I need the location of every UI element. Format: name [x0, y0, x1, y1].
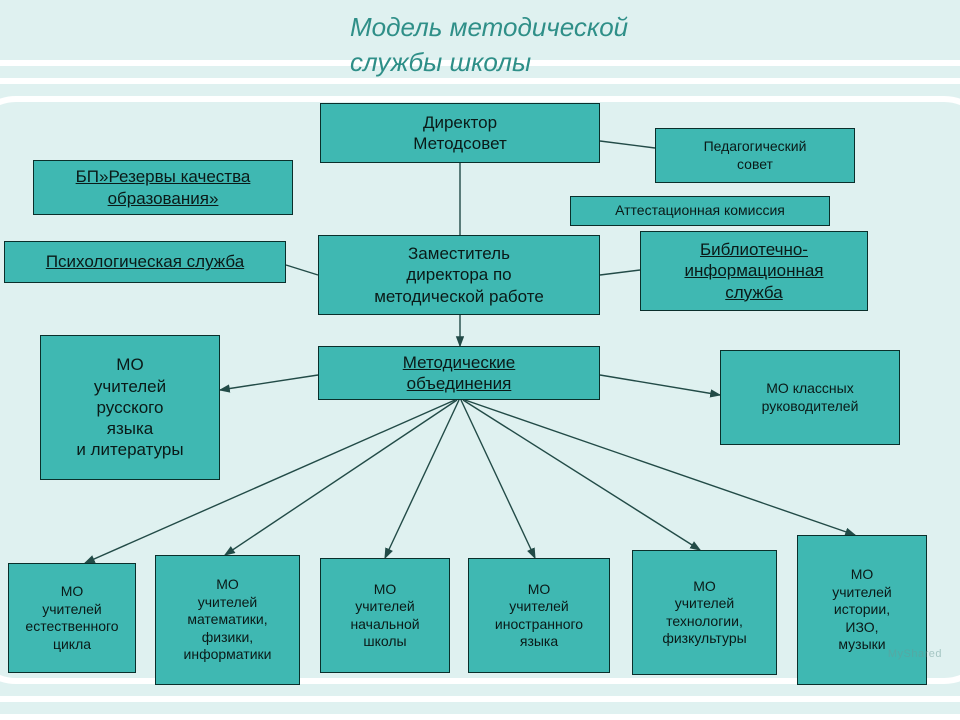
node-mo_tech: МОучителейтехнологии,физкультуры [632, 550, 777, 675]
node-mo_math: МОучителейматематики,физики,информатики [155, 555, 300, 685]
node-psych: Психологическая служба [4, 241, 286, 283]
node-mo_hist: МОучителейистории,ИЗО,музыки [797, 535, 927, 685]
node-ped_sovet: Педагогическийсовет [655, 128, 855, 183]
node-label: МОучителейрусскогоязыкаи литературы [76, 354, 183, 460]
node-label: МОучителейначальнойшколы [350, 581, 419, 651]
node-label: Методическиеобъединения [403, 352, 516, 395]
node-label: Аттестационная комиссия [615, 202, 785, 220]
node-label: Заместительдиректора пометодической рабо… [374, 243, 544, 307]
node-mo_rus: МОучителейрусскогоязыкаи литературы [40, 335, 220, 480]
node-label: Педагогическийсовет [704, 138, 807, 173]
node-label: МОучителейиностранногоязыка [495, 581, 583, 651]
title-line1: Модель методической [350, 12, 628, 42]
node-mo_ino: МОучителейиностранногоязыка [468, 558, 610, 673]
node-zam: Заместительдиректора пометодической рабо… [318, 235, 600, 315]
node-mo_est: МОучителейестественногоцикла [8, 563, 136, 673]
node-director: ДиректорМетодсовет [320, 103, 600, 163]
node-mo_class: МО классныхруководителей [720, 350, 900, 445]
node-label: МОучителейматематики,физики,информатики [184, 576, 272, 664]
node-label: МОучителейистории,ИЗО,музыки [832, 566, 891, 654]
node-label: Психологическая служба [46, 251, 244, 272]
node-mo_assoc: Методическиеобъединения [318, 346, 600, 400]
node-attest: Аттестационная комиссия [570, 196, 830, 226]
node-lib: Библиотечно-информационнаяслужба [640, 231, 868, 311]
node-label: Библиотечно-информационнаяслужба [684, 239, 823, 303]
node-label: ДиректорМетодсовет [413, 112, 507, 155]
page-title: Модель методической службы школы [350, 10, 890, 80]
node-label: МОучителейестественногоцикла [25, 583, 118, 653]
node-label: МО классныхруководителей [762, 380, 859, 415]
node-mo_nach: МОучителейначальнойшколы [320, 558, 450, 673]
node-label: МОучителейтехнологии,физкультуры [662, 578, 746, 648]
title-line2: службы школы [350, 47, 531, 77]
node-label: БП»Резервы качестваобразования» [76, 166, 251, 209]
node-bp: БП»Резервы качестваобразования» [33, 160, 293, 215]
watermark: MyShared [888, 648, 942, 660]
